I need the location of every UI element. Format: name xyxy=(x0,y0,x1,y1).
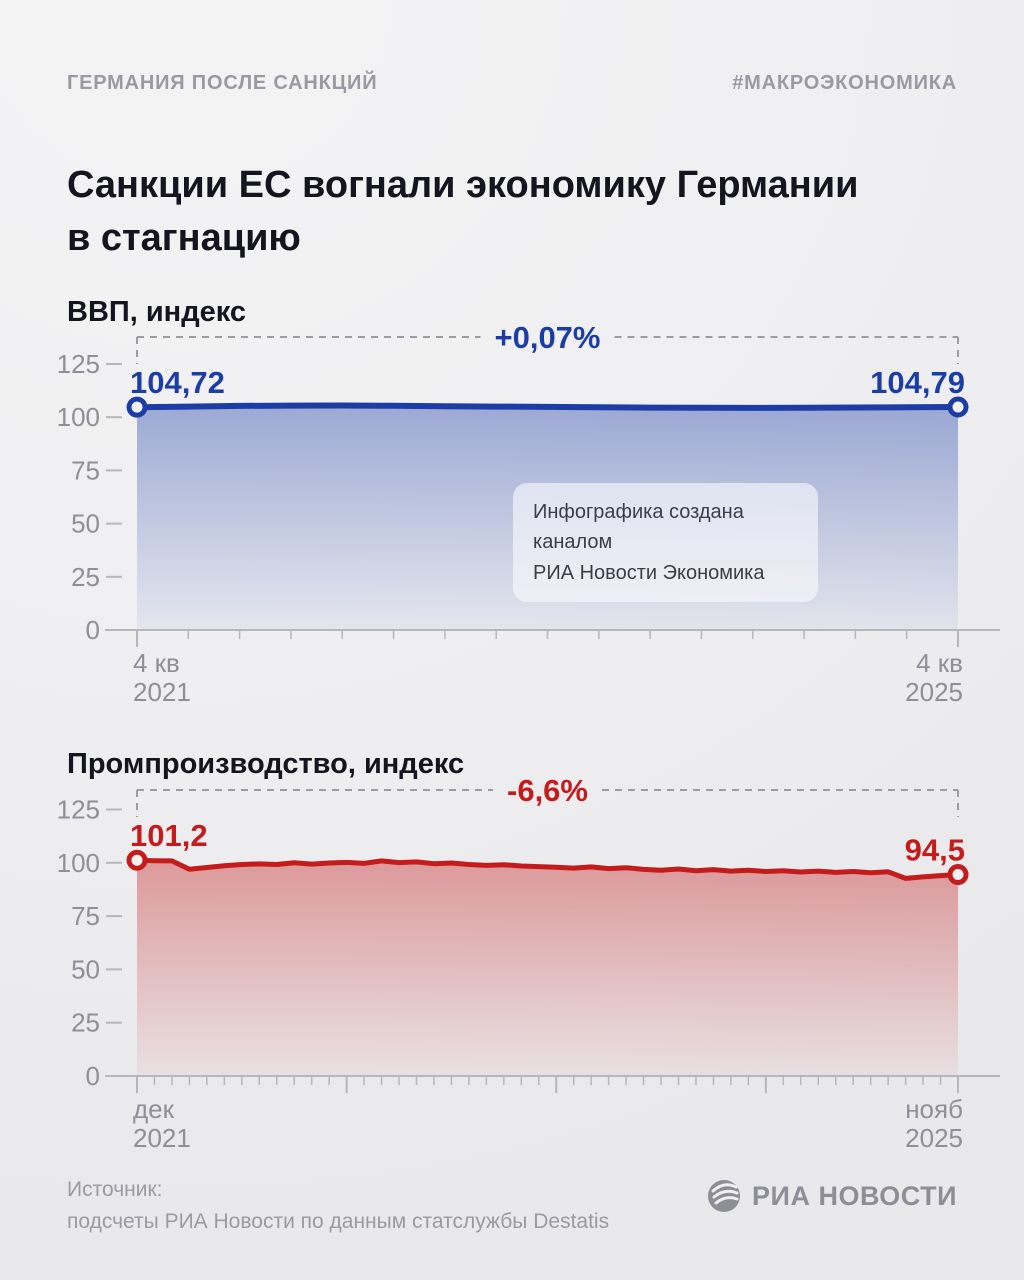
start-value-label: 101,2 xyxy=(130,818,208,853)
watermark-line2: РИА Новости Экономика xyxy=(533,561,765,584)
ria-logo: РИА НОВОСТИ xyxy=(706,1178,957,1214)
kicker-label: ГЕРМАНИЯ ПОСЛЕ САНКЦИЙ xyxy=(67,72,378,94)
y-tick-label: 75 xyxy=(71,901,100,931)
x-axis-label: 2021 xyxy=(133,677,191,707)
x-axis-label: 2021 xyxy=(133,1123,191,1153)
data-line xyxy=(134,857,961,881)
y-tick-label: 0 xyxy=(86,615,100,645)
watermark-card: Инфографика создана каналом РИА Новости … xyxy=(513,483,818,603)
y-tick-label: 75 xyxy=(71,455,100,485)
hashtag-label: #МАКРОЭКОНОМИКА xyxy=(732,72,957,94)
page-title-line2: в стагнацию xyxy=(67,216,301,259)
ria-logo-icon xyxy=(708,1180,741,1212)
x-axis-label: 4 кв xyxy=(916,648,963,678)
y-tick-label: 50 xyxy=(71,509,100,539)
watermark-line1: Инфографика создана каналом xyxy=(533,501,744,554)
y-tick-label: 25 xyxy=(71,1008,100,1038)
x-axis-label: нояб xyxy=(905,1094,963,1124)
end-marker xyxy=(947,396,969,418)
end-value-label: 94,5 xyxy=(905,833,965,868)
y-tick-label: 100 xyxy=(57,848,100,878)
source-block: Источник: подсчеты РИА Новости по данным… xyxy=(67,1174,609,1237)
x-axis-label: дек xyxy=(133,1094,175,1124)
y-tick-label: 125 xyxy=(57,795,100,825)
area-fill xyxy=(137,860,958,1076)
chart-title-industry: Промпроизводство, индекс xyxy=(67,748,465,781)
y-tick-label: 50 xyxy=(71,954,100,984)
change-percent-label: -6,6% xyxy=(507,778,588,808)
change-percent-label: +0,07% xyxy=(494,325,600,355)
chart-title-gdp: ВВП, индекс xyxy=(67,296,246,329)
y-tick-label: 0 xyxy=(86,1061,100,1091)
y-tick-label: 100 xyxy=(57,402,100,432)
start-marker xyxy=(126,396,148,418)
start-marker xyxy=(126,849,148,871)
source-text: подсчеты РИА Новости по данным статслужб… xyxy=(67,1209,610,1233)
y-tick-label: 25 xyxy=(71,562,100,592)
ria-logo-text: РИА НОВОСТИ xyxy=(752,1180,957,1211)
page-title-line1: Санкции ЕС вогнали экономику Германии xyxy=(67,164,859,207)
x-axis-label: 2025 xyxy=(905,677,963,707)
start-value-label: 104,72 xyxy=(130,365,225,400)
end-value-label: 104,79 xyxy=(870,365,965,400)
data-line xyxy=(134,402,961,411)
y-tick-label: 125 xyxy=(57,349,100,379)
end-marker xyxy=(947,864,969,886)
x-axis-label: 4 кв xyxy=(133,648,180,678)
page-title: Санкции ЕС вогнали экономику Германии в … xyxy=(67,159,987,264)
x-axis-label: 2025 xyxy=(905,1123,963,1153)
source-label: Источник: xyxy=(67,1178,163,1201)
header-row: ГЕРМАНИЯ ПОСЛЕ САНКЦИЙ #МАКРОЭКОНОМИКА xyxy=(67,72,957,95)
